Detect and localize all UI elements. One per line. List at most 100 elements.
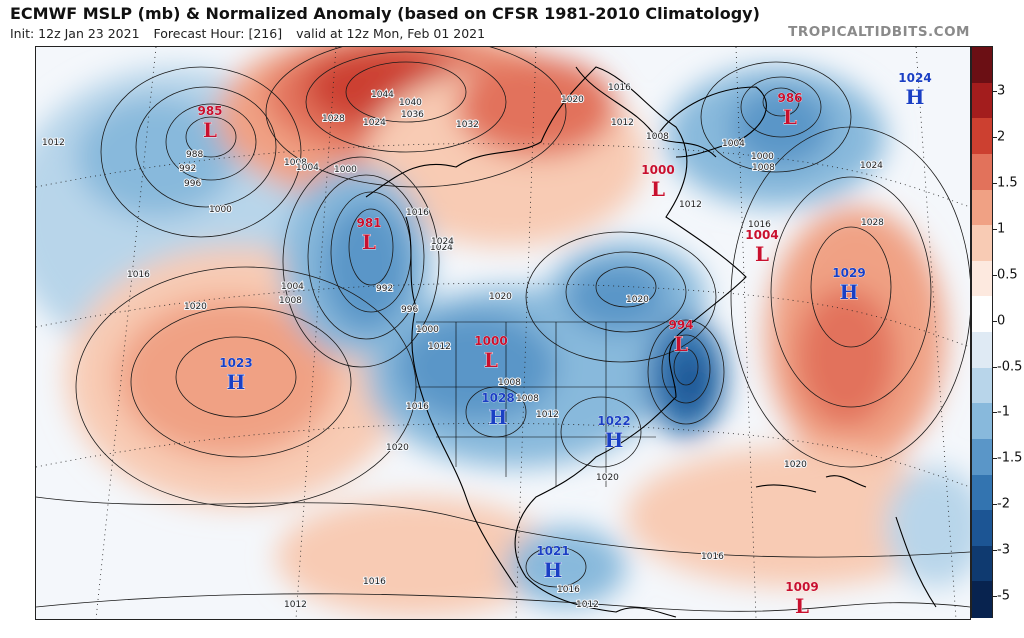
pressure-center-value: 1009 (785, 580, 818, 594)
init-time: Init: 12z Jan 23 2021 (10, 26, 140, 41)
pressure-center-value: 1023 (219, 356, 252, 370)
isobar-label: 1008 (498, 378, 521, 388)
colorbar-segment (972, 47, 992, 84)
isobar-label: 1036 (401, 110, 424, 120)
graticule (36, 47, 970, 619)
isobar-label: 1044 (371, 90, 394, 100)
colorbar-tick-mark (993, 321, 997, 322)
isobar-label: 1016 (557, 585, 580, 595)
colorbar-tick-mark (993, 504, 997, 505)
map-subtitle: Init: 12z Jan 23 2021 Forecast Hour: [21… (10, 26, 495, 41)
pressure-center-letter: L (795, 594, 809, 618)
isobar-label: 1024 (860, 161, 883, 171)
colorbar-segment (972, 545, 992, 582)
isobar-label: 1020 (784, 460, 807, 470)
isobar-label: 992 (376, 284, 393, 294)
colorbar-segment (972, 225, 992, 262)
colorbar-tick-label: -1 (997, 404, 1010, 420)
isobar-label: 1016 (701, 552, 724, 562)
isobar-label: 1012 (42, 138, 65, 148)
colorbar-segment (972, 189, 992, 226)
pressure-center-letter: H (544, 558, 563, 582)
isobar-label: 1000 (209, 205, 232, 215)
isobar-label: 1012 (679, 200, 702, 210)
isobar-label: 1028 (861, 218, 884, 228)
colorbar-segment (972, 153, 992, 190)
colorbar-segment (972, 82, 992, 119)
isobar-label: 1020 (596, 473, 619, 483)
isobar-label: 1008 (646, 132, 669, 142)
pressure-center-letter: H (840, 280, 859, 304)
colorbar-tick-mark (993, 183, 997, 184)
colorbar-tick-label: 0.5 (997, 267, 1018, 283)
colorbar-tick-mark (993, 275, 997, 276)
colorbar-segment (972, 510, 992, 547)
colorbar-tick-mark (993, 137, 997, 138)
map-title: ECMWF MSLP (mb) & Normalized Anomaly (ba… (10, 4, 760, 23)
pressure-center-value: 981 (356, 216, 381, 230)
isobar-label: 1020 (561, 95, 584, 105)
isobar-label: 1020 (626, 295, 649, 305)
isobar-label: 1008 (516, 394, 539, 404)
isobar-label: 1008 (752, 163, 775, 173)
pressure-center-letter: L (755, 242, 769, 266)
isobar-label: 1024 (430, 243, 453, 253)
isobar-label: 1020 (489, 292, 512, 302)
colorbar-tick-mark (993, 458, 997, 459)
pressure-center-letter: H (227, 370, 246, 394)
isobar-label: 1020 (184, 302, 207, 312)
colorbar-tick-mark (993, 229, 997, 230)
pressure-center-letter: L (674, 332, 688, 356)
pressure-center-value: 986 (777, 91, 802, 105)
colorbar-tick-mark (993, 550, 997, 551)
colorbar-tick-label: 0 (997, 313, 1006, 329)
isobar-label: 1040 (399, 98, 422, 108)
colorbar-tick-label: -1.5 (997, 450, 1023, 466)
anomaly-colorbar (971, 46, 993, 618)
isobar-label: 1016 (363, 577, 386, 587)
isobar-label: 1016 (608, 83, 631, 93)
colorbar-segment (972, 296, 992, 333)
isobar-label: 1012 (284, 600, 307, 610)
isobar-label: 1004 (281, 282, 304, 292)
isobar-label: 1024 (363, 118, 386, 128)
isobar-label: 996 (184, 179, 201, 189)
colorbar-tick-mark (993, 91, 997, 92)
pressure-center-letter: L (783, 105, 797, 129)
valid-time: valid at 12z Mon, Feb 01 2021 (296, 26, 486, 41)
pressure-center-value: 985 (197, 104, 222, 118)
pressure-center-value: 1029 (832, 266, 865, 280)
pressure-center-value: 1000 (474, 334, 507, 348)
pressure-center-value: 994 (668, 318, 693, 332)
colorbar-tick-mark (993, 412, 997, 413)
isobar-label: 1012 (428, 342, 451, 352)
pressure-center-letter: L (203, 118, 217, 142)
pressure-center-value: 1028 (481, 391, 514, 405)
coastlines (365, 66, 937, 618)
colorbar-tick-label: -2 (997, 496, 1010, 512)
colorbar-tick-label: -0.5 (997, 359, 1023, 375)
isobar-label: 996 (401, 305, 418, 315)
isobar-label: 1012 (576, 600, 599, 610)
colorbar-tick-label: -5 (997, 588, 1010, 604)
colorbar-tick-label: 1.5 (997, 175, 1018, 191)
colorbar-tick-label: 1 (997, 221, 1006, 237)
isobar-label: 992 (179, 164, 196, 174)
colorbar-segment (972, 438, 992, 475)
pressure-center-value: 1021 (536, 544, 569, 558)
colorbar-tick-mark (993, 596, 997, 597)
pressure-center-value: 1022 (597, 414, 630, 428)
pressure-center-letter: L (362, 230, 376, 254)
colorbar-segment (972, 581, 992, 618)
isobar-label: 1012 (536, 410, 559, 420)
isobar-label: 1012 (611, 118, 634, 128)
isobar-label: 1000 (751, 152, 774, 162)
